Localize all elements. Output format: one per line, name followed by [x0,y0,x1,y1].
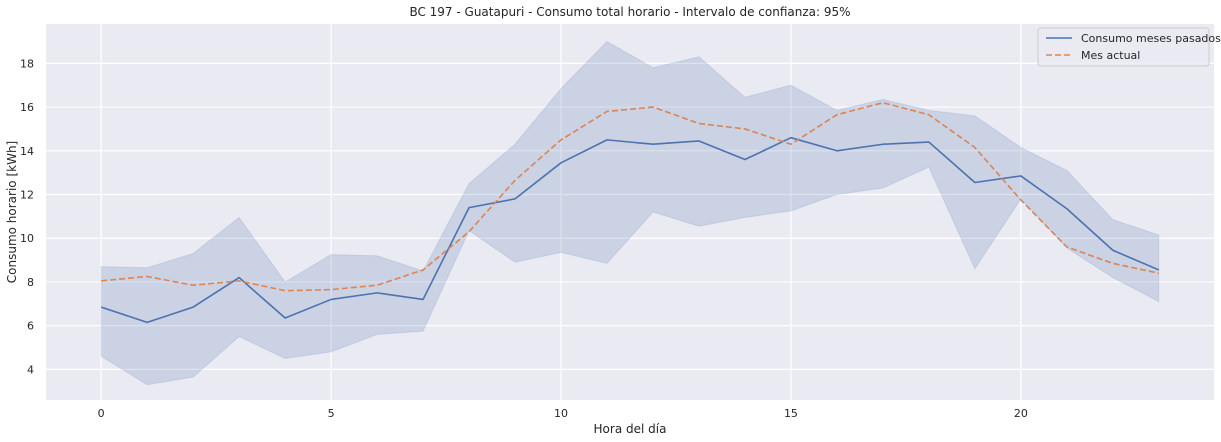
y-tick-label: 6 [27,320,34,333]
x-tick-label: 5 [328,407,335,420]
y-tick-label: 14 [20,145,34,158]
plot-background [46,24,1214,400]
legend-box [1037,27,1210,67]
y-tick-label: 12 [20,189,34,202]
x-tick-label: 20 [1014,407,1028,420]
series-line-mes-actual [101,101,1159,292]
confidence-interval-band [100,40,1160,386]
x-tick-labels: 0 5 10 15 20 [98,407,1028,420]
y-tick-label: 18 [20,57,34,70]
chart-title: BC 197 - Guatapuri - Consumo total horar… [409,5,850,19]
x-tick-label: 10 [554,407,568,420]
series-line-consumo-meses-pasados [100,136,1160,324]
y-tick-label: 16 [20,101,34,114]
y-axis-title: Consumo horario [kWh] [5,141,19,283]
legend: Consumo meses pasados Mes actual [1037,27,1221,67]
y-tick-labels: 4 6 8 10 12 14 16 18 [20,57,34,376]
x-tick-label: 15 [784,407,798,420]
x-tick-label: 0 [98,407,105,420]
y-tick-label: 8 [27,276,34,289]
y-tick-label: 10 [20,232,34,245]
legend-label-mes-actual: Mes actual [1081,49,1140,62]
legend-label-consumo-meses-pasados: Consumo meses pasados [1081,32,1221,45]
y-tick-label: 4 [27,363,34,376]
series-lines [100,101,1160,324]
x-axis-title: Hora del día [594,422,667,436]
